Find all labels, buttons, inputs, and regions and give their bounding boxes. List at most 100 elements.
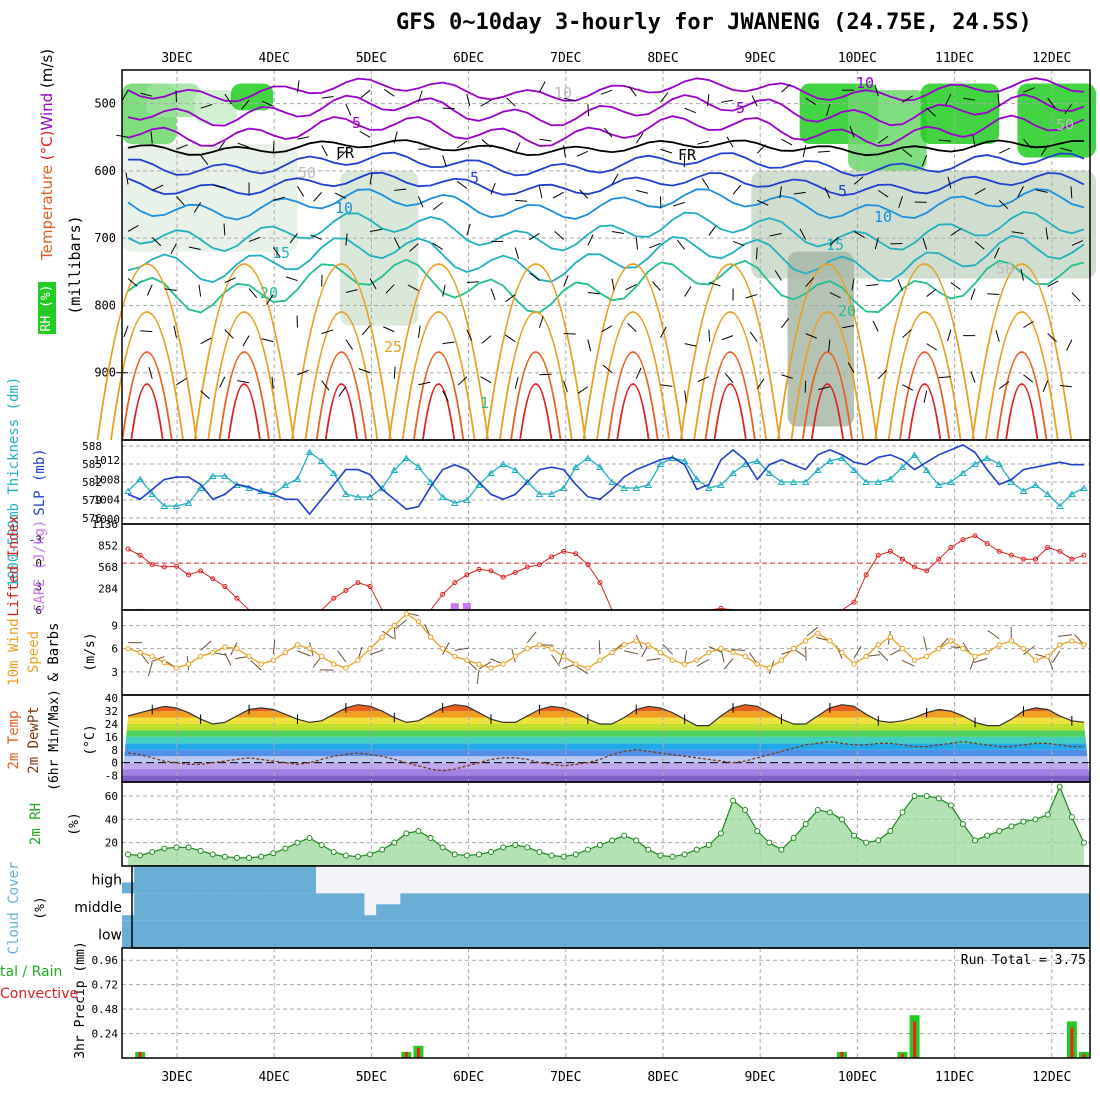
rh-point (137, 852, 144, 859)
wind-barb (193, 202, 202, 213)
cloud-cell (339, 893, 353, 921)
lifted-index-point (331, 595, 337, 601)
wind-speed-point (1008, 638, 1015, 644)
warm-contour (874, 263, 975, 441)
rh-point (415, 828, 422, 834)
thickness-point (983, 454, 992, 461)
lifted-index-point (355, 580, 361, 586)
wind-barb (926, 288, 937, 297)
thickness-tick-label: 576 (82, 512, 102, 525)
surface-wind-barb (476, 670, 480, 685)
cloud-cell (993, 893, 1006, 921)
cloud-cell (255, 893, 268, 921)
wind-barb (998, 381, 1010, 390)
rh-shading (751, 170, 1097, 279)
rh-point (972, 837, 979, 844)
cloud-cell (872, 920, 885, 948)
wind-speed-point (379, 634, 385, 640)
wind-barb (506, 97, 516, 107)
rh-point (1080, 839, 1087, 846)
wind-speed-point (863, 653, 869, 660)
cloud-cell (702, 920, 716, 948)
cloud-cell (400, 893, 413, 921)
cloud-cell (194, 893, 208, 921)
lifted-index-point (222, 584, 228, 590)
cloud-axis-label: Cloud Cover (6, 862, 22, 955)
cloud-cell (932, 920, 946, 948)
wind-barb (1047, 97, 1056, 108)
rh-point (584, 846, 591, 853)
wind-barb (273, 196, 285, 201)
temperature-contour (127, 234, 1085, 284)
rh-point (173, 844, 180, 851)
wind-barb (877, 135, 889, 144)
wind-speed-point (282, 649, 289, 656)
cloud-cell (291, 866, 304, 894)
thickness-point (414, 463, 423, 470)
wind-barb (466, 281, 479, 284)
rh-point (161, 845, 168, 852)
cloud-cell (678, 920, 692, 948)
cloud-cell (920, 893, 934, 921)
rh-point (657, 852, 664, 859)
rh-point (221, 853, 228, 860)
thickness-point (946, 478, 955, 485)
lifted-index-point (440, 591, 446, 597)
wind-barb (140, 330, 153, 333)
warm-contour (596, 311, 670, 441)
lifted-index-point (1008, 552, 1014, 558)
thickness-point (825, 457, 834, 464)
wind-speed-point (827, 638, 833, 644)
thickness-point (196, 484, 205, 491)
warm-contour (679, 263, 781, 441)
cloud-cell (255, 920, 268, 948)
wind-speed-point (403, 611, 410, 617)
cloud-cell (642, 893, 655, 921)
wind-barb (442, 155, 447, 167)
surface-wind-barb (454, 647, 469, 651)
wind-barb (188, 246, 201, 250)
temp-axis-label-3: (6hr Min/Max) (47, 689, 62, 791)
day-label-top: 5DEC (356, 51, 387, 66)
wind-barb (877, 189, 889, 198)
wind-barb (842, 325, 855, 329)
surface-wind-barb (395, 619, 407, 630)
wind-barb (321, 329, 334, 335)
cloud-cell (158, 920, 171, 948)
wind-barb (611, 173, 619, 185)
rh-point (246, 854, 253, 861)
lifted-index-point (367, 584, 373, 590)
wind-speed-point (439, 645, 446, 652)
wind-barb (360, 89, 371, 99)
rh-point (959, 821, 966, 827)
wind-tick-label: 6 (111, 643, 118, 656)
wind-barb (853, 231, 865, 238)
wind-barb (926, 343, 938, 351)
cloud-axis-units: (%) (33, 896, 48, 919)
slp-tick-label: 1008 (94, 474, 121, 487)
cape-axis-label: CAPE (J/kg) (32, 520, 48, 613)
wind-barb (781, 83, 791, 93)
temp-tick-label: 24 (105, 718, 119, 731)
thickness-point (160, 502, 169, 509)
surface-wind-barb (381, 630, 395, 640)
cloud-cell (364, 915, 377, 921)
lifted-index-point (1020, 556, 1026, 562)
warm-contour (616, 383, 650, 441)
warm-contour (421, 383, 456, 441)
wind-barb (922, 237, 928, 250)
cloud-cell (206, 920, 220, 948)
wind-barb (515, 199, 528, 202)
wind-barb (902, 384, 914, 391)
wind-speed-point (161, 659, 168, 666)
rh-legend-swatch (38, 282, 56, 334)
wind-barb (224, 277, 237, 284)
temperature-contour (128, 151, 1085, 177)
cloud-cell (218, 893, 232, 921)
lifted-index-point (887, 548, 893, 554)
rh-point (1032, 816, 1039, 823)
cloud-cell (920, 920, 934, 948)
thickness-point (886, 475, 895, 482)
cloud-cell (388, 920, 401, 948)
cloud-cell (1005, 893, 1018, 921)
